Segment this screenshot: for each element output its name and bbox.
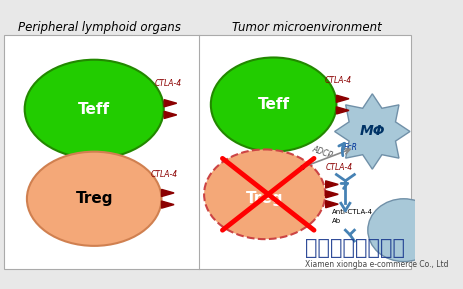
Ellipse shape (368, 199, 439, 262)
Polygon shape (325, 201, 338, 208)
Text: Ab: Ab (332, 218, 341, 224)
Text: CTLA-4: CTLA-4 (325, 76, 352, 85)
Text: CTLA-4: CTLA-4 (154, 79, 181, 88)
Polygon shape (164, 100, 177, 107)
Text: Treg: Treg (246, 191, 283, 206)
Text: CTLA-4: CTLA-4 (325, 163, 353, 172)
Ellipse shape (204, 149, 325, 239)
Text: FcR: FcR (344, 143, 357, 152)
Polygon shape (325, 191, 338, 198)
Ellipse shape (211, 58, 337, 152)
Polygon shape (335, 94, 410, 169)
Text: ADCP: ADCP (310, 144, 333, 160)
Text: Anti-CTLA-4: Anti-CTLA-4 (332, 209, 373, 215)
Text: Teff: Teff (78, 101, 110, 116)
Text: Treg: Treg (75, 191, 113, 206)
Polygon shape (337, 95, 349, 102)
Polygon shape (164, 111, 177, 118)
Polygon shape (162, 201, 174, 208)
Ellipse shape (27, 152, 162, 246)
Polygon shape (162, 189, 174, 197)
Text: Peripheral lymphoid organs: Peripheral lymphoid organs (18, 21, 181, 34)
Text: Tumor microenvironment: Tumor microenvironment (232, 21, 382, 34)
Polygon shape (337, 107, 349, 114)
Text: 厦门雄霸电子商务: 厦门雄霸电子商务 (305, 238, 405, 258)
Polygon shape (325, 181, 338, 188)
Text: MΦ: MΦ (360, 125, 385, 138)
Text: CTLA-4: CTLA-4 (151, 170, 178, 179)
Text: Xiamen xiongba e-commerce Co., Ltd: Xiamen xiongba e-commerce Co., Ltd (305, 260, 449, 269)
Text: Teff: Teff (257, 97, 290, 112)
Ellipse shape (25, 60, 164, 158)
